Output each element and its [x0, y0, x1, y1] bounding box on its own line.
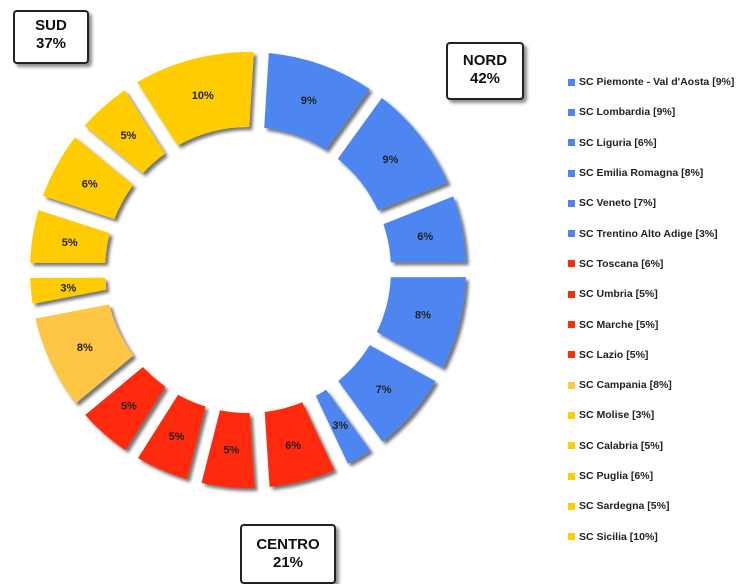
slice-label-sc-sardegna: 5%: [120, 130, 136, 142]
legend-item-sc-liguria: SC Liguria [6%]: [568, 128, 734, 158]
legend-item-sc-lazio: SC Lazio [5%]: [568, 340, 734, 370]
region-total-nord: 42%: [469, 70, 501, 87]
legend-label: SC Puglia [6%]: [579, 470, 654, 482]
legend-item-sc-sardegna: SC Sardegna [5%]: [568, 491, 734, 521]
region-name-sud: SUD: [35, 17, 67, 34]
region-name-centro: CENTRO: [256, 536, 320, 553]
slice-label-sc-molise: 3%: [60, 282, 76, 294]
slice-label-sc-liguria: 6%: [417, 231, 433, 243]
legend-item-sc-marche: SC Marche [5%]: [568, 309, 734, 339]
legend-swatch: [568, 139, 575, 147]
legend-label: SC Piemonte - Val d'Aosta [9%]: [579, 76, 735, 89]
legend-swatch: [568, 442, 575, 450]
region-box-centro: CENTRO 21%: [240, 524, 336, 584]
slice-sc-molise: [30, 277, 107, 304]
slice-sc-campania: [35, 304, 134, 404]
legend-item-sc-puglia: SC Puglia [6%]: [568, 461, 734, 491]
slice-label-sc-umbria: 5%: [223, 445, 239, 457]
slice-labels: 9% 9% 6% 8% 7% 3% 6% 5% 5% 5% 8% 3% 5% 6% 5% 10%: [60, 90, 433, 456]
slice-label-sc-calabria: 5%: [62, 237, 78, 249]
legend-swatch: [568, 230, 575, 238]
legend-item-sc-umbria: SC Umbria [5%]: [568, 279, 734, 309]
legend: SC Piemonte - Val d'Aosta [9%] SC Lombard…: [568, 67, 734, 552]
legend-label: SC Liguria [6%]: [579, 136, 657, 149]
legend-label: SC Lazio [5%]: [579, 348, 649, 361]
slice-sc-lombardia: [337, 97, 448, 211]
slice-sc-marche: [137, 394, 206, 480]
legend-swatch: [568, 533, 575, 541]
legend-swatch: [568, 199, 575, 207]
slice-sc-puglia: [42, 137, 134, 219]
legend-item-sc-campania: SC Campania [8%]: [568, 370, 734, 400]
legend-swatch: [568, 381, 575, 389]
legend-label: SC Sicilia [10%]: [579, 530, 658, 543]
legend-label: SC Emilia Romagna [8%]: [579, 167, 704, 180]
legend-item-sc-molise: SC Molise [3%]: [568, 400, 734, 430]
legend-label: SC Molise [3%]: [579, 409, 655, 422]
legend-swatch: [568, 472, 575, 480]
legend-swatch: [568, 78, 575, 86]
slice-sc-toscana: [264, 402, 335, 487]
legend-swatch: [568, 351, 575, 359]
legend-swatch: [568, 411, 575, 419]
legend-item-sc-lombardia: SC Lombardia [9%]: [568, 97, 734, 127]
legend-item-sc-piemonte-val-d-aosta: SC Piemonte - Val d'Aosta [9%]: [568, 67, 734, 97]
legend-label: SC Trentino Alto Adige [3%]: [579, 227, 718, 240]
slice-label-sc-toscana: 6%: [285, 440, 301, 452]
slice-label-sc-campania: 8%: [77, 342, 93, 354]
slice-label-sc-piemonte-val-d-aosta: 9%: [301, 95, 317, 107]
slice-label-sc-veneto: 7%: [376, 384, 392, 396]
legend-swatch: [568, 502, 575, 510]
legend-item-sc-calabria: SC Calabria [5%]: [568, 431, 734, 461]
region-total-centro: 21%: [272, 554, 304, 571]
donut-slices: [30, 52, 466, 488]
legend-label: SC Calabria [5%]: [579, 439, 664, 452]
legend-swatch: [568, 290, 575, 298]
slice-label-sc-emilia-romagna: 8%: [415, 310, 431, 322]
slice-label-sc-marche: 5%: [169, 431, 185, 443]
slice-sc-sardegna: [84, 90, 165, 174]
slice-label-sc-puglia: 6%: [82, 178, 98, 190]
legend-label: SC Campania [8%]: [579, 379, 672, 392]
slice-label-sc-lazio: 5%: [121, 401, 137, 413]
legend-item-sc-toscana: SC Toscana [6%]: [568, 249, 734, 279]
slice-sc-umbria: [201, 410, 255, 488]
slice-label-sc-sicilia: 10%: [192, 90, 214, 102]
region-total-sud: 37%: [35, 35, 67, 52]
legend-label: SC Sardegna [5%]: [579, 500, 670, 513]
legend-swatch: [568, 169, 575, 177]
legend-item-sc-veneto: SC Veneto [7%]: [568, 188, 734, 218]
slice-label-sc-trentino-alto-adige: 3%: [332, 420, 348, 432]
legend-swatch: [568, 260, 575, 268]
slice-sc-calabria: [30, 210, 110, 263]
slice-label-sc-lombardia: 9%: [382, 154, 398, 166]
region-box-sud: SUD 37%: [13, 10, 89, 64]
legend-label: SC Veneto [7%]: [579, 197, 657, 210]
region-name-nord: NORD: [462, 52, 508, 69]
slice-sc-emilia-romagna: [376, 277, 466, 369]
legend-label: SC Toscana [6%]: [579, 257, 664, 270]
legend-label: SC Marche [5%]: [579, 318, 659, 331]
slice-sc-liguria: [383, 196, 466, 263]
legend-swatch: [568, 108, 575, 116]
region-box-nord: NORD 42%: [446, 42, 524, 100]
legend-item-sc-trentino-alto-adige: SC Trentino Alto Adige [3%]: [568, 218, 734, 248]
legend-label: SC Umbria [5%]: [579, 288, 658, 301]
legend-item-sc-sicilia: SC Sicilia [10%]: [568, 521, 734, 551]
slice-sc-trentino-alto-adige: [315, 389, 371, 464]
slice-sc-sicilia: [137, 52, 254, 146]
slice-sc-veneto: [338, 345, 436, 442]
legend-item-sc-emilia-romagna: SC Emilia Romagna [8%]: [568, 158, 734, 188]
legend-label: SC Lombardia [9%]: [579, 106, 676, 119]
slice-sc-piemonte-val-d-aosta: [264, 52, 370, 150]
slice-sc-lazio: [85, 366, 166, 451]
legend-swatch: [568, 321, 575, 329]
